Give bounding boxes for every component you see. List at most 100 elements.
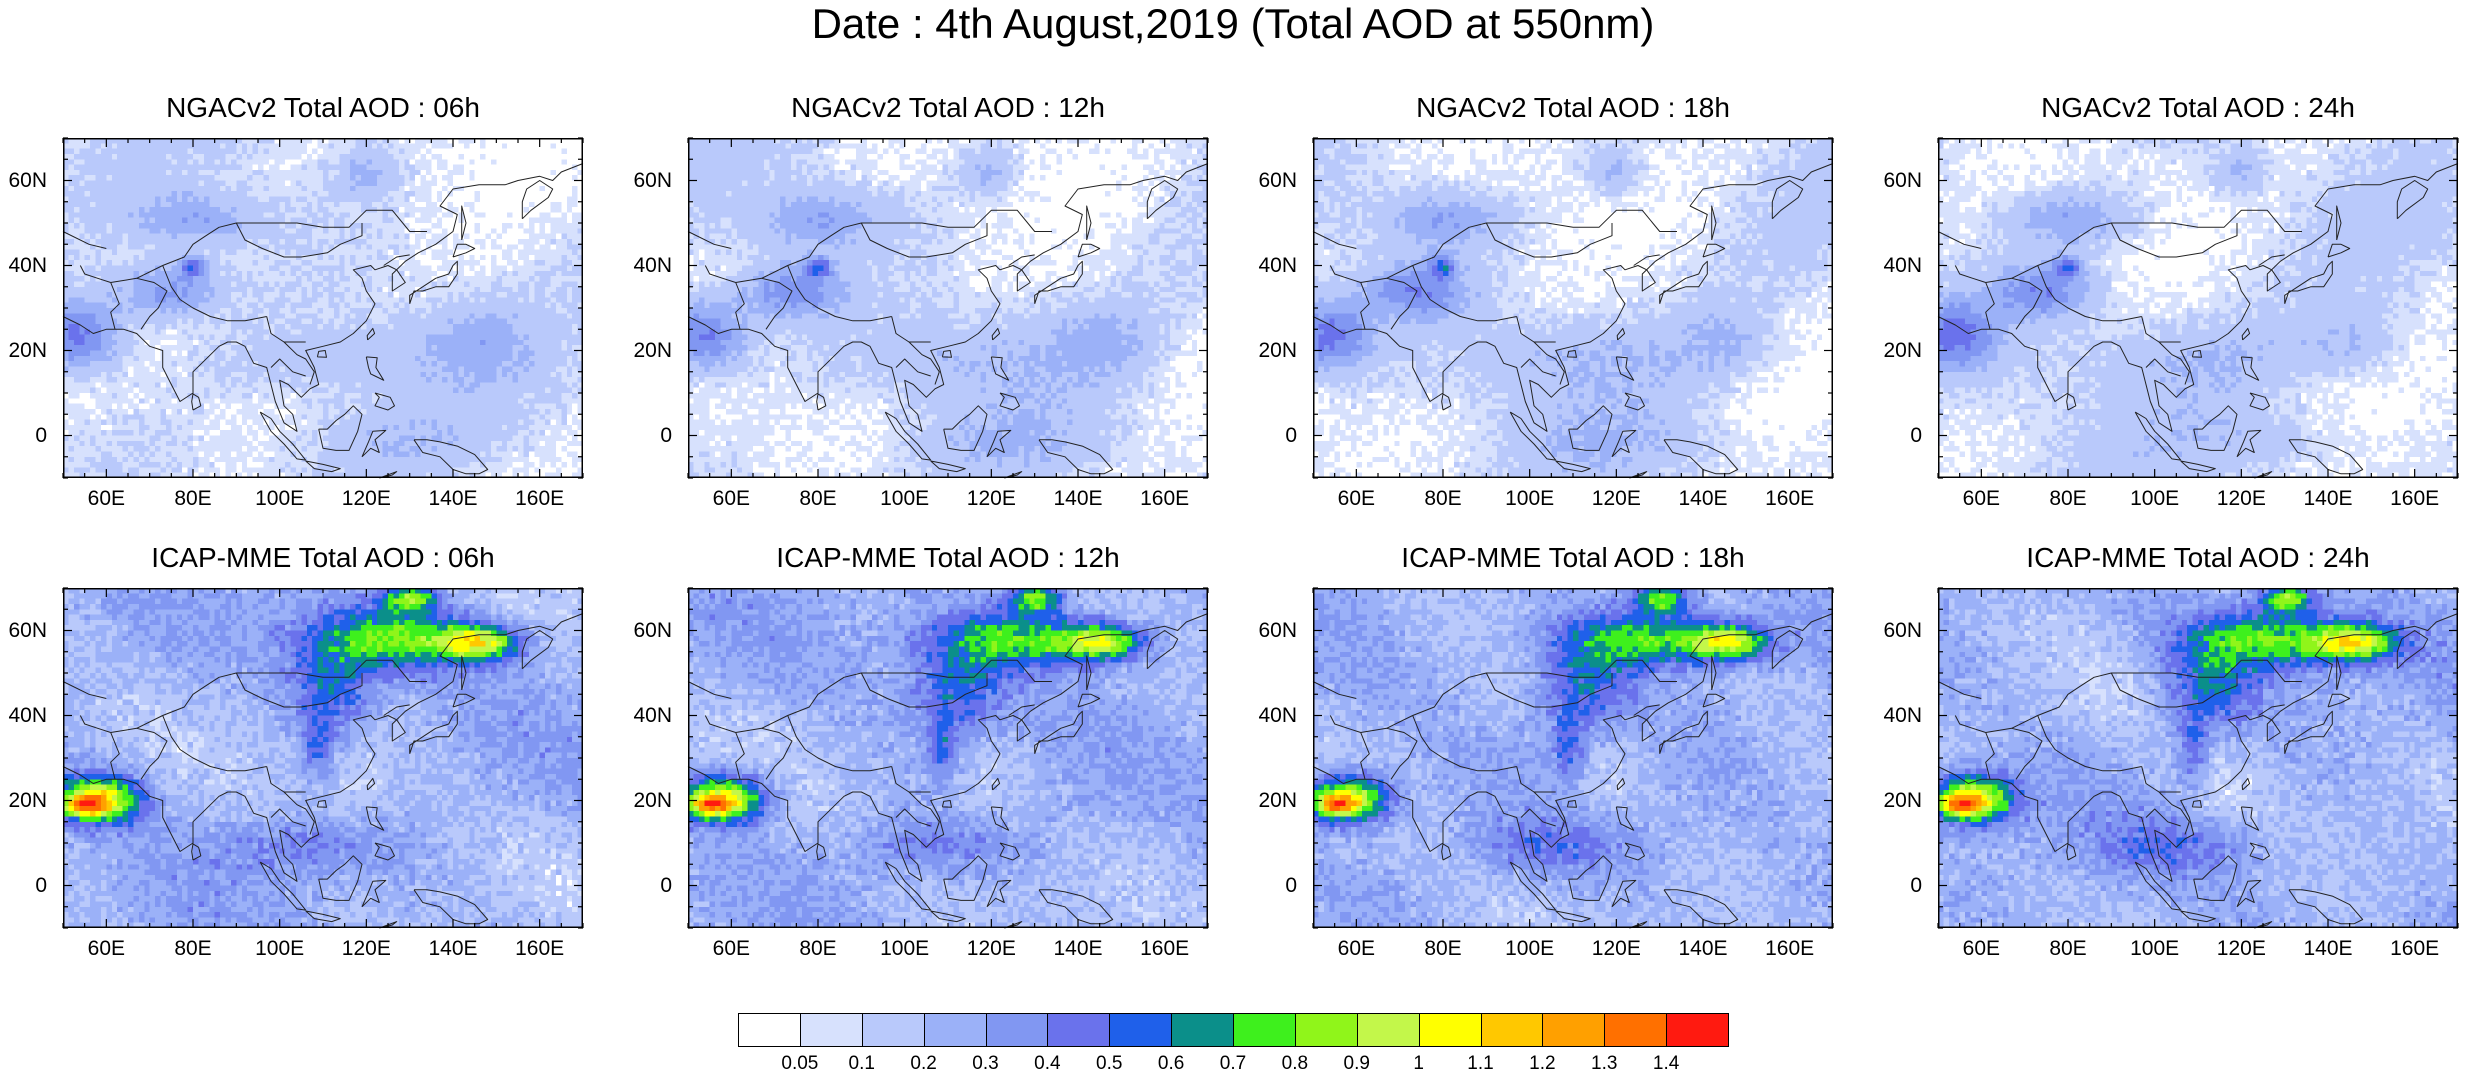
coastline-path: [2288, 889, 2364, 925]
coastline-path: [383, 704, 410, 716]
coastline-path: [1566, 800, 1577, 808]
coastline-path: [1441, 393, 1452, 411]
coastline-path: [1954, 715, 1986, 733]
colorbar-label: 0.05: [781, 1053, 819, 1074]
longitude-tick-label: 60E: [87, 937, 126, 960]
coastline-path: [1533, 791, 1565, 835]
coastline-path: [2134, 861, 2182, 911]
coastline-path: [1533, 341, 1565, 385]
panel-title: ICAP-MME Total AOD : 12h: [776, 542, 1120, 573]
coastline-path: [235, 222, 363, 258]
aod-field: [688, 588, 1208, 928]
aod-map: [687, 137, 1209, 479]
coastline-path: [110, 659, 427, 733]
coastline-path: [1509, 861, 1557, 911]
longitude-tick-label: 120E: [1591, 937, 1641, 960]
map-frame: [688, 588, 1208, 928]
latitude-tick-label: 40N: [633, 253, 672, 277]
coastline-path: [1509, 411, 1557, 461]
coastline-path: [235, 672, 363, 708]
aod-field: [63, 138, 583, 478]
coastline-path: [1616, 327, 1626, 341]
latitude-tick-label: 0: [1910, 873, 1922, 897]
latitude-tick-label: 60N: [1883, 618, 1922, 642]
longitude-tick-label: 80E: [174, 487, 212, 510]
colorbar-label: 1: [1413, 1053, 1424, 1074]
coastline-path: [1937, 231, 1982, 249]
aod-field: [63, 588, 583, 928]
latitude-tick-label: 60N: [8, 618, 47, 642]
coastline-path: [2241, 777, 2251, 791]
coastline-path: [735, 732, 745, 780]
latitude-tick-label: 60N: [633, 168, 672, 192]
coastline-path: [2066, 393, 2077, 411]
coastline-path: [270, 358, 306, 377]
coastline-path: [816, 843, 827, 861]
coastline-path: [1555, 460, 1591, 473]
colorbar-swatch: [1542, 1013, 1606, 1047]
map-panel: NGACv2 Total AOD : 12h 60N 40N 20N 0 60E 80E 10…: [633, 92, 1209, 510]
coastline-path: [62, 163, 584, 432]
latitude-tick-label: 40N: [8, 703, 47, 727]
coastline-path: [191, 843, 202, 861]
coastline-path: [1663, 439, 1739, 475]
coastline-path: [787, 265, 892, 322]
coastline-path: [1008, 704, 1035, 716]
coastline-path: [704, 715, 736, 733]
longitude-tick-label: 100E: [1505, 487, 1555, 510]
map-panel: NGACv2 Total AOD : 18h 60N 40N 20N 0 60E 80E 10…: [1258, 92, 1834, 510]
longitude-tick-label: 80E: [2049, 937, 2087, 960]
coastline-path: [1937, 613, 2459, 882]
coastline-path: [2158, 341, 2190, 385]
coastline-path: [366, 327, 376, 341]
coastline-path: [991, 327, 1001, 341]
longitude-tick-label: 100E: [255, 487, 305, 510]
aod-field: [1313, 588, 1833, 928]
coastline-path: [1360, 659, 1677, 733]
coastline-path: [1441, 843, 1452, 861]
coastline-path: [316, 350, 327, 358]
coastline-path: [787, 715, 892, 772]
latitude-tick-label: 60N: [1258, 168, 1297, 192]
longitude-tick-label: 160E: [1765, 937, 1815, 960]
coastline-path: [521, 180, 554, 220]
latitude-tick-label: 40N: [1883, 703, 1922, 727]
longitude-tick-label: 120E: [966, 937, 1016, 960]
coastline-path: [2134, 411, 2182, 461]
coastline-path: [943, 855, 988, 901]
colorbar-label: 0.8: [1281, 1053, 1309, 1074]
coastline-path: [2288, 439, 2364, 475]
coastline-path: [1615, 356, 1635, 381]
longitude-tick-label: 100E: [2130, 937, 2180, 960]
coastline-path: [374, 392, 395, 411]
coastlines: [62, 613, 584, 929]
coastline-path: [413, 439, 489, 475]
latitude-tick-label: 40N: [1258, 253, 1297, 277]
map-panel: NGACv2 Total AOD : 24h 60N 40N 20N 0 60E 80E 10…: [1883, 92, 2459, 510]
map-panel: ICAP-MME Total AOD : 18h 60N 40N 20N 0 60E 80E…: [1258, 542, 1834, 960]
coastline-path: [461, 655, 467, 691]
longitude-tick-label: 140E: [1678, 937, 1728, 960]
longitude-tick-label: 60E: [712, 937, 751, 960]
coastline-path: [1624, 392, 1645, 411]
coastline-path: [2327, 693, 2351, 708]
map-frame: [63, 138, 583, 478]
longitude-tick-label: 80E: [174, 937, 212, 960]
latitude-tick-label: 40N: [633, 703, 672, 727]
longitude-tick-label: 60E: [1337, 937, 1376, 960]
colorbar-label: 1.1: [1467, 1053, 1494, 1074]
coastline-path: [365, 806, 385, 831]
coastline-path: [1386, 277, 1418, 330]
colorbar-swatch: [799, 1013, 863, 1047]
aod-field: [688, 138, 1208, 478]
coastline-path: [735, 659, 1052, 733]
latitude-tick-label: 40N: [8, 253, 47, 277]
colorbar-label: 1.3: [1591, 1053, 1618, 1074]
coastline-path: [930, 460, 966, 473]
coastline-path: [1386, 727, 1418, 780]
coastline-path: [318, 855, 363, 901]
latitude-tick-label: 60N: [8, 168, 47, 192]
aod-map: [1937, 587, 2459, 929]
coastline-path: [943, 405, 988, 451]
coastline-path: [1985, 732, 1995, 780]
